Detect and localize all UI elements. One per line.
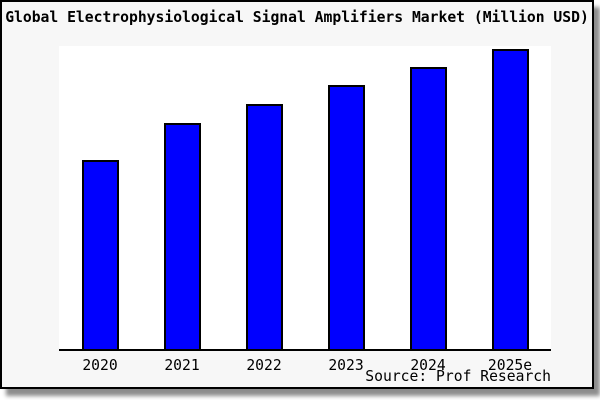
bar-slot-2020 (59, 46, 141, 349)
bar-2024 (409, 67, 447, 349)
x-tick-label-2022: 2022 (246, 357, 282, 374)
bar-slot-2025e (469, 46, 551, 349)
bar-2025e (491, 49, 529, 349)
source-note: Source: Prof Research (365, 368, 551, 385)
bar-2020 (81, 160, 119, 349)
bar-2022 (245, 104, 283, 349)
chart-card: Global Electrophysiological Signal Ampli… (0, 0, 594, 389)
plot-area (59, 46, 551, 351)
x-tick-label-2025e: 2025e (487, 357, 533, 374)
x-tick-label-2023: 2023 (328, 357, 364, 374)
bar-slot-2023 (305, 46, 387, 349)
chart-title: Global Electrophysiological Signal Ampli… (5, 9, 589, 26)
bar-slot-2022 (223, 46, 305, 349)
x-tick-label-2024: 2024 (410, 357, 446, 374)
x-tick-label-2020: 2020 (82, 357, 118, 374)
x-tick-label-2021: 2021 (164, 357, 200, 374)
x-axis-labels: 2020 2021 2022 2023 2024 2025e (59, 357, 551, 374)
bar-slot-2024 (387, 46, 469, 349)
bar-2023 (327, 85, 365, 349)
bar-slot-2021 (141, 46, 223, 349)
bar-2021 (163, 123, 201, 349)
